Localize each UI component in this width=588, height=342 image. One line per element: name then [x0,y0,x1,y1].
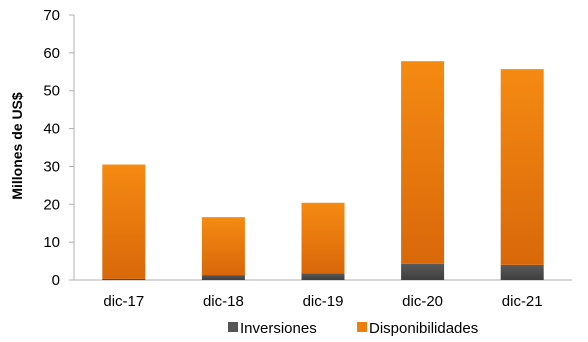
bar-disponibilidades-dic-17 [102,164,146,279]
legend-swatch-disponibilidades [357,322,367,332]
y-tick-label: 70 [43,7,60,24]
bar-inversiones-dic-20 [401,263,445,280]
legend-label-inversiones: Inversiones [240,320,317,337]
bars [102,61,544,280]
bar-inversiones-dic-18 [201,275,245,280]
bar-inversiones-dic-21 [500,264,544,280]
legend-swatch-inversiones [228,322,238,332]
y-tick-label: 30 [43,158,60,175]
y-tick-label: 50 [43,83,60,100]
x-tick-label: dic-18 [203,293,244,310]
bar-disponibilidades-dic-20 [401,61,445,264]
x-tick-labels: dic-17 dic-18 dic-19 dic-20 dic-21 [103,293,542,310]
y-axis-label: Millones de US$ [9,92,25,200]
y-tick-label: 0 [52,272,60,289]
y-tick-label: 20 [43,196,60,213]
x-tick-label: dic-17 [103,293,144,310]
y-tick-label: 10 [43,234,60,251]
bar-inversiones-dic-17 [102,278,146,280]
x-tick-label: dic-19 [303,293,344,310]
y-tick-label: 40 [43,121,60,138]
x-tick-label: dic-21 [502,293,543,310]
y-tick-label: 60 [43,45,60,62]
x-tick-label: dic-20 [402,293,443,310]
bar-inversiones-dic-19 [301,273,345,280]
bar-disponibilidades-dic-19 [301,202,345,274]
bar-disponibilidades-dic-21 [500,69,544,265]
y-tick-labels: 0 10 20 30 40 50 60 70 [43,7,74,289]
legend: Inversiones Disponibilidades [228,320,478,337]
bar-disponibilidades-dic-18 [201,217,245,276]
legend-label-disponibilidades: Disponibilidades [369,320,478,337]
